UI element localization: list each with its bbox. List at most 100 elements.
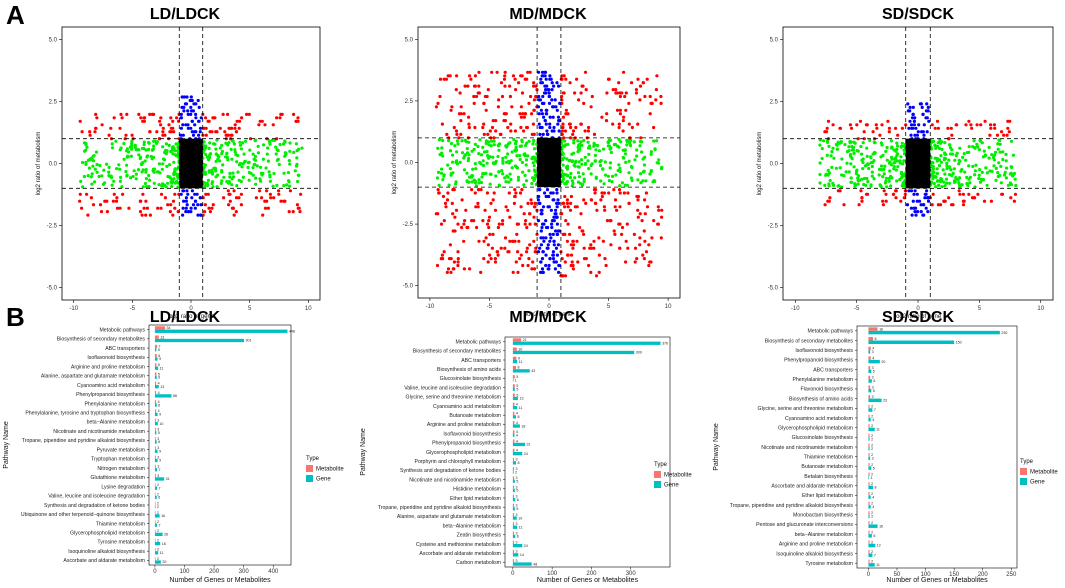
data-point — [618, 108, 623, 112]
data-point — [933, 143, 937, 147]
data-point — [578, 142, 582, 146]
x-tick-label: -10 — [791, 306, 800, 312]
data-point — [618, 222, 622, 226]
data-point — [600, 194, 605, 199]
data-point — [486, 88, 490, 92]
metabolite-value: 2 — [871, 540, 873, 544]
data-point — [919, 210, 923, 214]
data-point — [989, 126, 993, 130]
data-point — [931, 139, 936, 143]
data-point — [254, 176, 258, 180]
data-point — [434, 105, 438, 109]
data-point — [627, 171, 631, 175]
legend-swatch — [654, 471, 661, 478]
data-point — [828, 178, 832, 183]
data-point — [481, 163, 486, 168]
data-point — [541, 205, 546, 209]
data-point — [598, 163, 603, 168]
data-point — [474, 205, 478, 209]
data-point — [185, 203, 189, 207]
data-point — [651, 180, 655, 184]
data-point — [527, 169, 531, 173]
data-point — [445, 270, 449, 274]
data-point — [567, 122, 572, 126]
gene-bar — [868, 456, 871, 461]
data-point — [888, 169, 892, 173]
data-point — [161, 145, 165, 149]
data-point — [831, 146, 835, 150]
data-point — [231, 139, 235, 143]
plot-frame — [504, 336, 671, 568]
metabolite-bar — [868, 520, 870, 525]
data-point — [454, 208, 459, 212]
data-point — [576, 171, 581, 175]
data-point — [145, 206, 149, 210]
data-point — [993, 150, 998, 154]
data-point — [915, 199, 919, 203]
data-point — [539, 260, 543, 264]
metabolite-value: 3 — [157, 455, 159, 459]
data-point — [110, 183, 114, 187]
data-point — [473, 181, 477, 185]
data-point — [162, 183, 167, 187]
data-point — [981, 178, 986, 182]
data-point — [561, 122, 565, 126]
data-point — [990, 153, 994, 157]
data-point — [238, 119, 242, 123]
data-point — [94, 112, 98, 116]
data-point — [84, 160, 88, 164]
data-point — [939, 160, 944, 164]
data-point — [278, 142, 282, 147]
data-point — [204, 133, 208, 137]
metabolite-bar — [512, 393, 515, 397]
data-point — [214, 159, 218, 163]
data-point — [519, 74, 523, 78]
metabolite-value: 2 — [157, 483, 159, 487]
data-point — [549, 208, 554, 212]
data-point — [251, 152, 255, 156]
data-point — [543, 70, 548, 74]
data-point — [847, 170, 851, 174]
data-point — [834, 142, 839, 147]
data-point — [961, 192, 966, 196]
gene-bar — [154, 366, 159, 370]
data-point — [253, 155, 258, 159]
data-point — [655, 74, 659, 78]
data-point — [226, 158, 230, 162]
data-point — [522, 212, 526, 216]
data-point — [524, 158, 529, 162]
pathway-label: Ether lipid metabolism — [802, 493, 853, 499]
data-point — [196, 98, 200, 103]
data-point — [220, 179, 224, 183]
data-point — [160, 167, 164, 171]
metabolite-value: 2 — [157, 557, 159, 561]
data-point — [653, 147, 657, 152]
data-point — [144, 168, 148, 172]
data-point — [884, 176, 889, 180]
data-point — [931, 177, 935, 181]
data-point — [528, 222, 532, 226]
metabolite-bar — [512, 457, 515, 462]
gene-bar — [868, 417, 871, 422]
data-point — [143, 116, 147, 120]
data-point — [654, 98, 658, 102]
data-point — [604, 263, 608, 268]
data-point — [436, 146, 440, 150]
data-point — [896, 144, 900, 148]
data-point — [848, 140, 852, 144]
data-point — [978, 180, 983, 184]
data-point — [510, 150, 514, 154]
data-point — [277, 189, 281, 193]
data-point — [137, 112, 141, 116]
data-point — [579, 212, 583, 216]
data-point — [940, 147, 944, 151]
data-point — [628, 141, 632, 145]
data-point — [169, 203, 173, 207]
metabolite-bar — [154, 400, 157, 404]
data-point — [459, 132, 463, 136]
data-point — [538, 246, 542, 250]
data-point — [549, 191, 553, 195]
data-point — [818, 138, 822, 142]
pathway-label: beta−Alanine metabolism — [443, 523, 501, 529]
